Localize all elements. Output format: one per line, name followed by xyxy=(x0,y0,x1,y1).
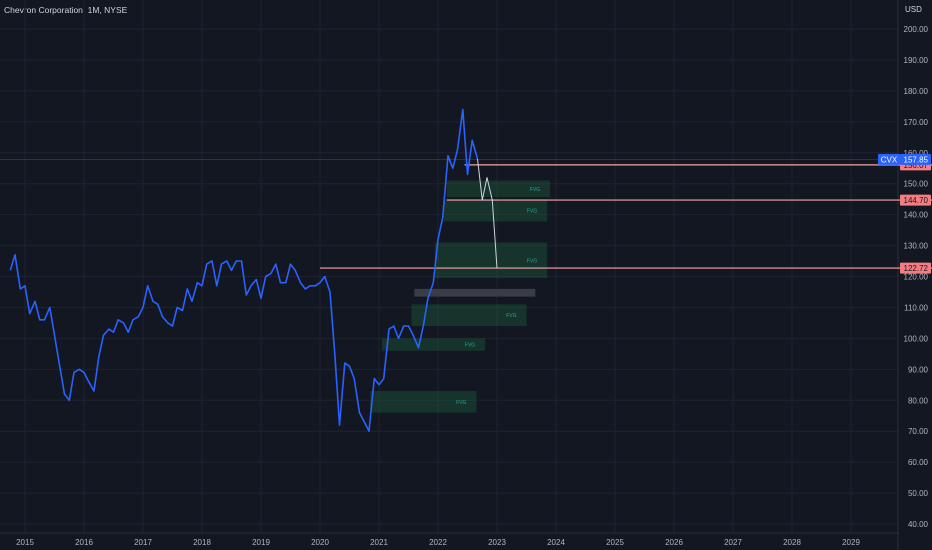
fvg-label: FVG xyxy=(527,258,537,264)
fvg-label: FVG xyxy=(506,313,516,319)
x-tick-label: 2021 xyxy=(370,538,388,547)
x-tick-label: 2023 xyxy=(488,538,506,547)
x-tick-label: 2022 xyxy=(429,538,447,547)
block-zone xyxy=(414,288,536,297)
fvg-zone xyxy=(381,338,486,351)
fvg-label: FVG xyxy=(527,208,537,214)
level-price-label: 122.72 xyxy=(904,264,929,273)
y-tick-label: 50.00 xyxy=(908,489,929,498)
y-tick-label: 90.00 xyxy=(908,365,929,374)
y-tick-label: 190.00 xyxy=(904,56,929,65)
level-price-badge xyxy=(900,194,931,206)
chart-title: Chevron Corporation, 1M, NYSE xyxy=(4,5,128,15)
x-tick-label: 2025 xyxy=(606,538,624,547)
y-tick-label: 160.00 xyxy=(904,149,929,158)
y-tick-label: 150.00 xyxy=(904,180,929,189)
x-tick-label: 2029 xyxy=(842,538,860,547)
x-tick-label: 2020 xyxy=(311,538,329,547)
fvg-zone xyxy=(446,180,551,197)
current-price-badge xyxy=(900,153,931,165)
y-tick-label: 100.00 xyxy=(904,334,929,343)
x-tick-label: 2024 xyxy=(547,538,565,547)
currency-label: USD xyxy=(905,5,922,14)
x-tick-label: 2019 xyxy=(252,538,270,547)
x-tick-label: 2028 xyxy=(783,538,801,547)
symbol-badge-label: CVX xyxy=(881,155,898,164)
symbol-badge xyxy=(878,153,900,165)
x-tick-label: 2015 xyxy=(16,538,34,547)
fvg-label: FVG xyxy=(530,187,540,193)
x-tick-label: 2017 xyxy=(134,538,152,547)
level-price-label: 144.70 xyxy=(904,196,929,205)
level-price-label: 156.07 xyxy=(904,161,929,170)
y-tick-label: 110.00 xyxy=(904,303,928,312)
fvg-label: FVG xyxy=(465,343,475,349)
level-price-badge xyxy=(900,262,931,274)
x-tick-label: 2018 xyxy=(193,538,211,547)
y-tick-label: 130.00 xyxy=(904,242,929,251)
x-tick-label: 2016 xyxy=(75,538,93,547)
y-tick-label: 80.00 xyxy=(908,396,929,405)
x-tick-label: 2027 xyxy=(724,538,742,547)
y-tick-label: 40.00 xyxy=(908,520,929,529)
fvg-zone xyxy=(411,304,527,326)
y-tick-label: 180.00 xyxy=(904,87,929,96)
x-tick-label: 2026 xyxy=(665,538,683,547)
y-tick-label: 60.00 xyxy=(908,458,929,467)
price-series-line xyxy=(9,108,479,432)
fvg-label: FVG xyxy=(456,400,466,406)
y-tick-label: 120.00 xyxy=(904,273,929,282)
fvg-zone xyxy=(370,390,477,413)
current-price-label: 157.85 xyxy=(904,155,929,164)
fvg-zone xyxy=(443,199,548,222)
projection-line xyxy=(477,158,498,269)
y-tick-label: 140.00 xyxy=(904,211,929,220)
fvg-zone xyxy=(435,242,548,279)
y-tick-label: 70.00 xyxy=(908,427,929,436)
y-tick-label: 170.00 xyxy=(904,118,929,127)
y-tick-label: 200.00 xyxy=(904,25,929,34)
